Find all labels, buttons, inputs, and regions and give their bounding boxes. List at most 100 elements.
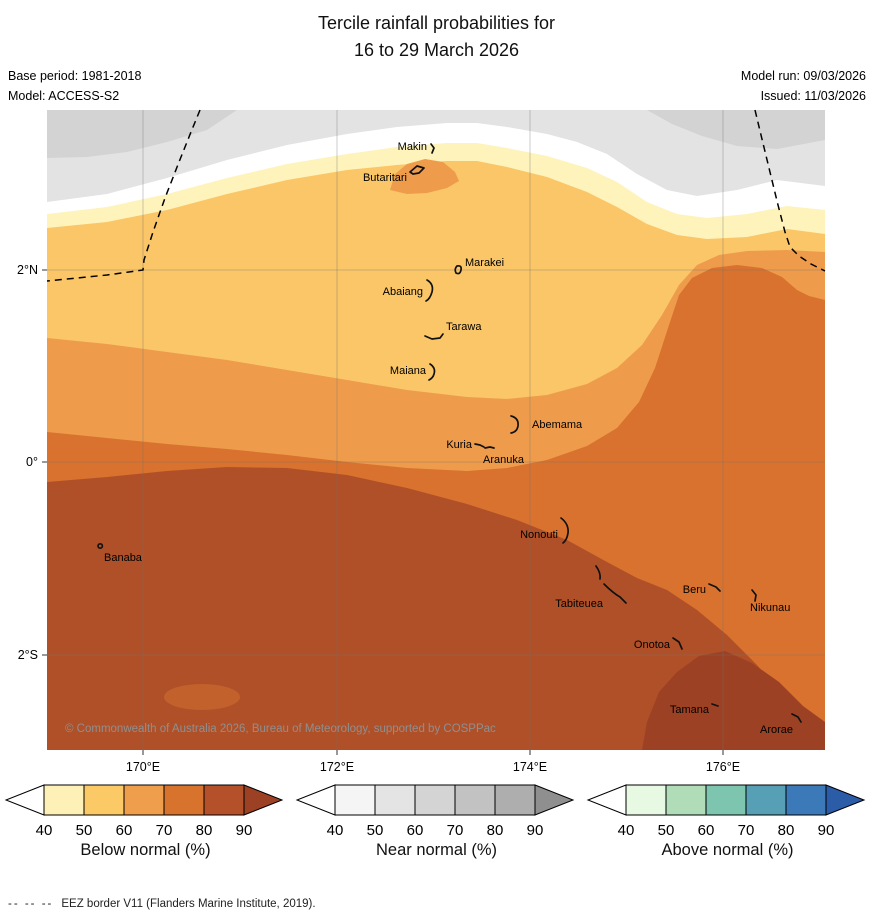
island-label-makin: Makin <box>398 141 427 153</box>
legend-tick-label: 40 <box>326 822 343 839</box>
island-label-butaritari: Butaritari <box>363 172 407 184</box>
legend-cell <box>163 784 204 816</box>
meta-right: Model run: 09/03/2026 Issued: 11/03/2026 <box>741 66 866 106</box>
legend-cell <box>705 784 746 816</box>
legend-cell <box>83 784 124 816</box>
legend-bar-below: 40 50 60 70 80 90 <box>4 784 283 839</box>
legend-tick-label: 80 <box>195 822 212 839</box>
island-marker-abaiang <box>425 279 434 302</box>
legend-cell <box>494 784 535 816</box>
legend-tick-label: 40 <box>617 822 634 839</box>
legend-title-below: Below normal (%) <box>80 841 211 859</box>
band-gray <box>47 110 825 202</box>
legend-bar-above: 40 50 60 70 80 90 <box>586 784 865 839</box>
band-brown-light-patch <box>164 684 240 710</box>
island-marker-tarawa <box>424 333 444 340</box>
model-run-text: Model run: 09/03/2026 <box>740 69 866 83</box>
island-label-abemama: Abemama <box>532 419 583 431</box>
island-marker-nonouti <box>560 517 569 544</box>
island-marker-tabiteuea <box>595 565 627 604</box>
legend-near-normal: 40 50 60 70 80 90 Near normal (%) <box>291 783 582 860</box>
island-marker-nikunau <box>751 589 757 602</box>
island-label-tarawa: Tarawa <box>446 321 482 333</box>
island-marker-aranuka <box>484 446 495 449</box>
island-label-marakei: Marakei <box>465 257 504 269</box>
legend-cell <box>454 784 495 816</box>
lon-label: 174°E <box>513 760 547 774</box>
lon-label: 170°E <box>126 760 160 774</box>
legend-right-arrow <box>243 784 283 816</box>
island-marker-arorae <box>791 713 802 723</box>
legend-tick-label: 90 <box>235 822 252 839</box>
legend-tick-label: 90 <box>526 822 543 839</box>
band-gray-dark-right <box>647 110 825 149</box>
map-area: Makin Butaritari Marakei Abaiang Tarawa Maian… <box>46 109 826 750</box>
island-label-aranuka: Aranuka <box>483 454 525 466</box>
island-marker-tamana <box>711 703 719 707</box>
legend-tick-label: 50 <box>366 822 383 839</box>
lat-label: 2°S <box>18 648 38 662</box>
legend-bar-near: 40 50 60 70 80 90 <box>295 784 574 839</box>
title-line-2: 16 to 29 March 2026 <box>353 40 520 60</box>
legend-cell <box>625 784 666 816</box>
island-label-onotoa: Onotoa <box>634 639 671 651</box>
island-label-nikunau: Nikunau <box>750 602 790 614</box>
island-marker-abemama <box>510 415 519 434</box>
island-marker-maiana <box>428 363 436 381</box>
island-marker-onotoa <box>672 637 683 650</box>
legend-row: 40 50 60 70 80 90 Below normal (%) 40 50 60 70 80… <box>0 783 873 860</box>
legend-below-normal: 40 50 60 70 80 90 Below normal (%) <box>0 783 291 860</box>
legend-tick-label: 70 <box>155 822 172 839</box>
legend-tick-label: 70 <box>446 822 463 839</box>
eez-dash-sample: -- -- -- <box>8 898 54 910</box>
eez-border-right <box>754 109 826 272</box>
legend-tick-label: 50 <box>657 822 674 839</box>
model-text: Model: ACCESS-S2 <box>8 89 120 103</box>
title-line-1: Tercile rainfall probabilities for <box>317 13 556 33</box>
axis-layer: 170°E 172°E 174°E 176°E 2°N 0° 2°S <box>17 263 740 774</box>
island-label-tamana: Tamana <box>670 704 710 716</box>
legend-above-normal: 40 50 60 70 80 90 Above normal (%) <box>582 783 873 860</box>
band-brown <box>47 467 825 750</box>
legend-title-above: Above normal (%) <box>661 841 794 859</box>
legend-cell <box>123 784 164 816</box>
island-label-beru: Beru <box>683 584 706 596</box>
lon-label: 172°E <box>320 760 354 774</box>
meta-left: Base period: 1981-2018 Model: ACCESS-S2 <box>8 66 141 106</box>
map-copyright: © Commonwealth of Australia 2026, Bureau… <box>65 723 496 735</box>
lat-label: 0° <box>26 455 38 469</box>
legend-right-arrow <box>825 784 865 816</box>
legend-cell <box>43 784 84 816</box>
legend-cell <box>745 784 786 816</box>
island-label-kuria: Kuria <box>446 439 473 451</box>
legend-left-arrow <box>295 784 335 816</box>
legend-left-arrow <box>4 784 44 816</box>
legend-cell <box>785 784 826 816</box>
legend-cell <box>334 784 375 816</box>
island-marker-marakei <box>454 264 463 275</box>
legend-right-arrow <box>534 784 574 816</box>
legend-tick-label: 60 <box>697 822 714 839</box>
island-label-arorae: Arorae <box>760 724 793 736</box>
island-label-nonouti: Nonouti <box>520 529 558 541</box>
eez-border-left <box>46 109 201 282</box>
legend-tick-label: 60 <box>406 822 423 839</box>
islands-layer: Makin Butaritari Marakei Abaiang Tarawa Maian… <box>97 141 802 736</box>
island-marker-butaritari <box>409 165 425 175</box>
island-label-maiana: Maiana <box>390 365 427 377</box>
legend-tick-label: 80 <box>777 822 794 839</box>
island-marker-banaba <box>97 542 104 550</box>
page-title: Tercile rainfall probabilities for 16 to… <box>0 10 873 64</box>
island-label-abaiang: Abaiang <box>383 286 423 298</box>
lat-label: 2°N <box>17 263 38 277</box>
legend-tick-label: 50 <box>75 822 92 839</box>
legend-title-near: Near normal (%) <box>375 841 498 859</box>
band-gray-dark-left <box>47 110 237 158</box>
legend-tick-label: 90 <box>817 822 834 839</box>
issued-text: Issued: 11/03/2026 <box>760 89 866 103</box>
legend-left-arrow <box>586 784 626 816</box>
island-label-banaba: Banaba <box>104 552 143 564</box>
grid-layer <box>47 110 825 750</box>
island-label-tabiteuea: Tabiteuea <box>555 598 604 610</box>
